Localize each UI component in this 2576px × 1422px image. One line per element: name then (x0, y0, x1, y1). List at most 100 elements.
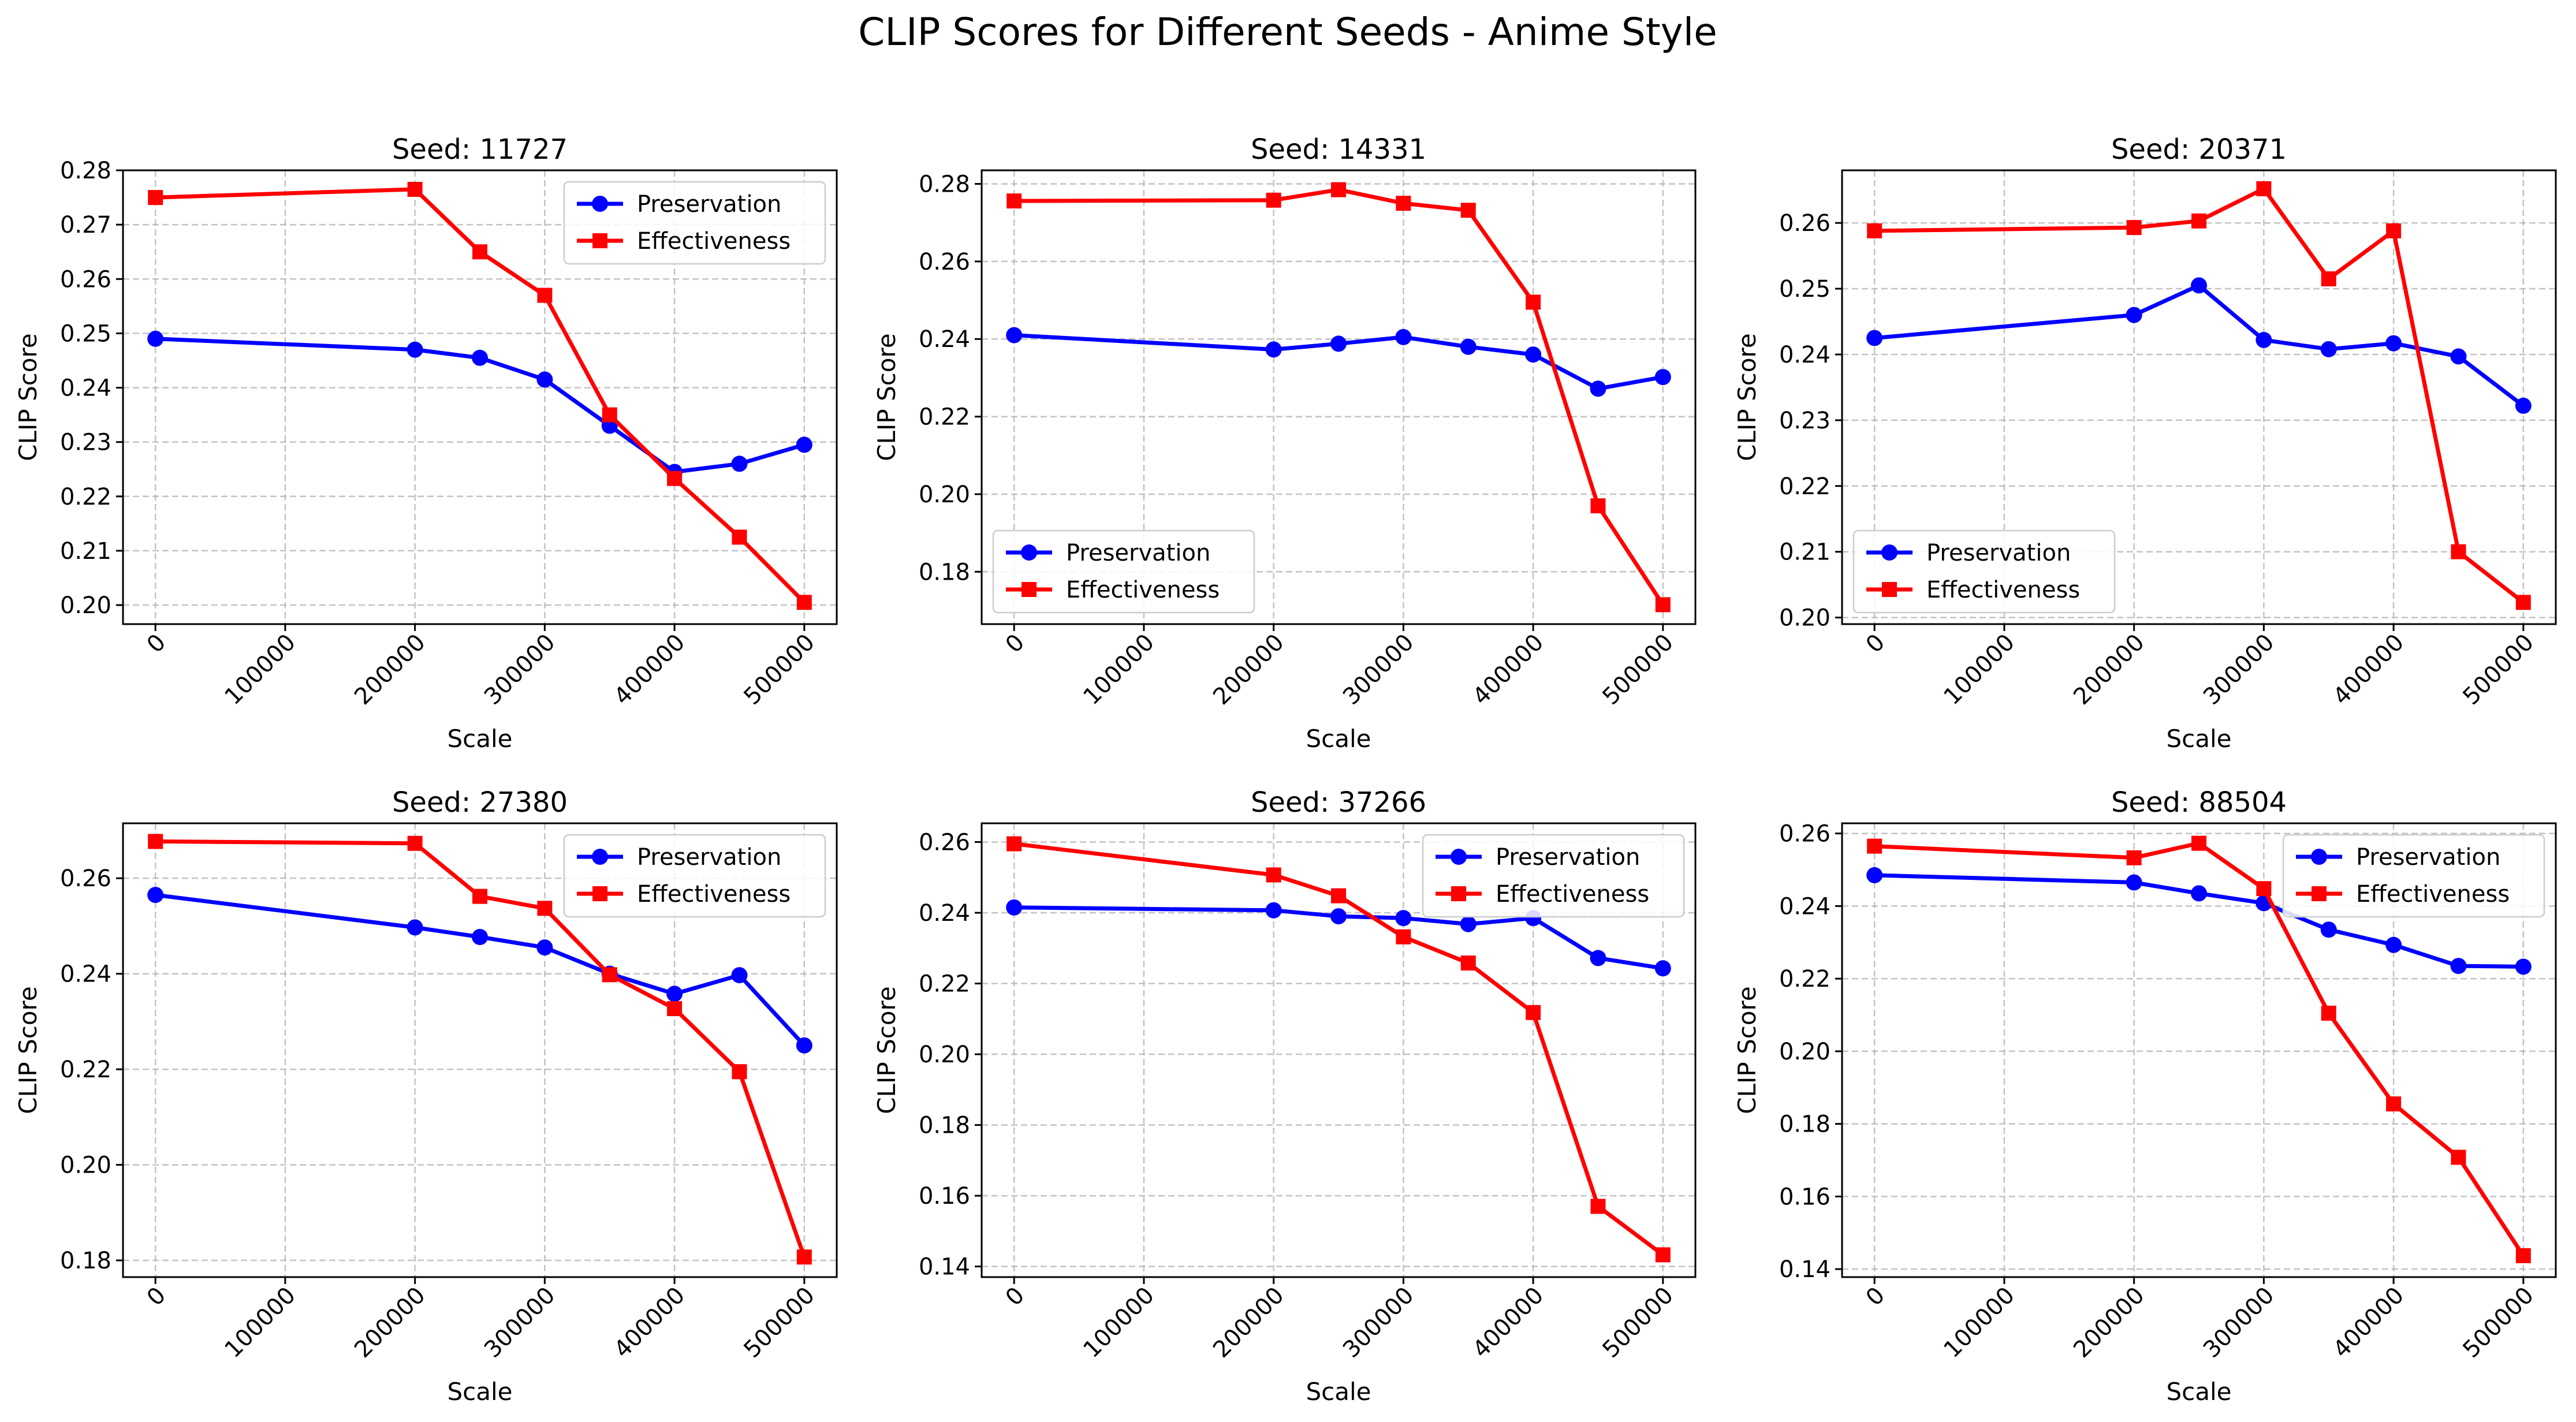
legend-box (992, 529, 1255, 614)
y-tick-label: 0.22 (919, 404, 970, 431)
data-point-preservation (2126, 874, 2142, 891)
legend-marker-effectiveness (1882, 582, 1897, 597)
data-point-preservation (2450, 958, 2467, 975)
y-tick-label: 0.20 (1779, 605, 1831, 632)
legend-label-effectiveness: Effectiveness (1926, 577, 2080, 603)
data-point-preservation (1265, 902, 1282, 919)
y-tick-label: 0.25 (60, 320, 111, 347)
data-point-effectiveness (2451, 1149, 2466, 1165)
data-point-effectiveness (2191, 835, 2206, 851)
data-point-effectiveness (472, 244, 487, 260)
data-point-effectiveness (407, 181, 423, 197)
y-tick-label: 0.14 (919, 1254, 970, 1281)
data-point-preservation (1525, 346, 1542, 363)
data-point-preservation (1006, 899, 1023, 916)
data-point-preservation (472, 928, 488, 945)
legend-marker-effectiveness (592, 886, 607, 901)
axes-frame (981, 169, 1697, 625)
y-tick-label: 0.20 (919, 1042, 970, 1068)
legend-box (563, 834, 826, 918)
data-point-preservation (2320, 921, 2337, 938)
legend-label-preservation: Preservation (637, 191, 781, 218)
data-point-preservation (407, 919, 423, 936)
axes-frame (122, 169, 838, 625)
data-point-effectiveness (2191, 213, 2206, 229)
legend-marker-effectiveness (1451, 886, 1466, 901)
data-point-preservation (407, 341, 423, 358)
subplot-title: Seed: 27380 (392, 786, 568, 819)
data-point-effectiveness (2386, 1096, 2402, 1112)
data-point-effectiveness (2256, 181, 2272, 196)
legend-box (1852, 529, 2116, 614)
legend: Preservation Effectiveness (1422, 834, 1685, 918)
data-point-effectiveness (1867, 223, 1882, 238)
axes-frame (981, 822, 1697, 1278)
y-tick-label: 0.14 (1779, 1256, 1831, 1283)
y-tick-label: 0.28 (919, 171, 970, 198)
data-point-preservation (1330, 908, 1347, 925)
data-point-effectiveness (1331, 182, 1346, 197)
y-tick-label: 0.24 (919, 900, 970, 927)
subplot-title: Seed: 11727 (392, 133, 568, 166)
data-point-preservation (2191, 885, 2207, 902)
data-point-effectiveness (1655, 597, 1671, 613)
y-axis-label: CLIP Score (1733, 986, 1761, 1114)
y-tick-label: 0.26 (1779, 821, 1831, 848)
legend: Preservation Effectiveness (2282, 834, 2545, 918)
data-point-preservation (1654, 960, 1671, 977)
legend-marker-preservation (1021, 544, 1037, 561)
data-point-preservation (472, 349, 488, 366)
y-tick-label: 0.23 (1779, 408, 1831, 434)
legend-label-preservation: Preservation (1496, 844, 1640, 871)
data-point-preservation (2191, 277, 2207, 294)
y-tick-label: 0.18 (60, 1248, 111, 1274)
x-axis-label: Scale (448, 1378, 513, 1406)
x-axis-label: Scale (448, 725, 513, 753)
data-point-preservation (1590, 950, 1606, 966)
y-tick-label: 0.24 (60, 961, 111, 988)
data-point-preservation (536, 371, 553, 388)
data-point-effectiveness (1006, 836, 1022, 852)
legend-marker-effectiveness (2312, 886, 2327, 901)
data-point-effectiveness (1460, 955, 1476, 971)
data-point-effectiveness (2515, 595, 2531, 610)
y-tick-label: 0.21 (1779, 539, 1831, 566)
data-point-effectiveness (472, 889, 487, 904)
data-point-preservation (731, 967, 748, 984)
x-axis-label: Scale (2167, 1378, 2232, 1406)
data-point-preservation (147, 330, 164, 347)
legend-label-effectiveness: Effectiveness (2356, 881, 2510, 908)
y-tick-label: 0.24 (1779, 342, 1831, 368)
data-point-effectiveness (2451, 544, 2466, 559)
y-tick-label: 0.23 (60, 430, 111, 456)
data-point-preservation (1330, 335, 1347, 352)
data-point-preservation (2126, 307, 2142, 323)
y-tick-label: 0.18 (1779, 1111, 1831, 1138)
legend-label-effectiveness: Effectiveness (1066, 577, 1220, 603)
series-line-preservation (155, 337, 805, 474)
data-point-effectiveness (1526, 294, 1541, 310)
y-tick-label: 0.22 (1779, 473, 1831, 500)
data-point-preservation (2515, 958, 2532, 975)
data-point-effectiveness (2386, 223, 2402, 238)
series-line-effectiveness (1874, 186, 2525, 604)
series-line-preservation (1014, 333, 1664, 391)
series-line-effectiveness (1014, 188, 1665, 606)
data-point-effectiveness (667, 1001, 683, 1017)
series-line-effectiveness (155, 839, 807, 1258)
data-point-preservation (796, 436, 812, 453)
subplot-title: Seed: 37266 (1251, 786, 1426, 819)
data-point-effectiveness (407, 835, 423, 851)
series-line-effectiveness (155, 187, 806, 604)
data-point-effectiveness (1331, 888, 1346, 904)
data-point-preservation (2256, 331, 2272, 348)
y-tick-label: 0.20 (919, 482, 970, 508)
y-tick-label: 0.22 (1779, 966, 1831, 992)
data-point-effectiveness (1396, 196, 1411, 211)
y-tick-label: 0.26 (919, 829, 970, 856)
y-axis-label: CLIP Score (14, 333, 42, 461)
legend-label-effectiveness: Effectiveness (637, 228, 791, 255)
series-line-preservation (155, 893, 806, 1047)
y-axis-label: CLIP Score (873, 333, 901, 461)
